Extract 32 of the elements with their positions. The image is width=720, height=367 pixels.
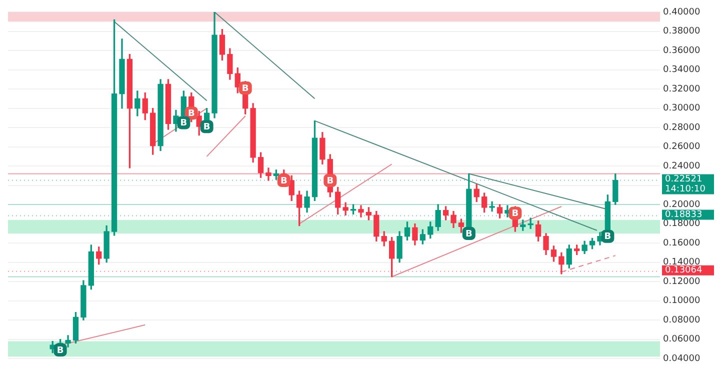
data-label: B xyxy=(326,176,334,186)
y-tick-label: 0.04000 xyxy=(663,354,700,364)
candlestick xyxy=(266,168,272,181)
y-tick-label: 0.36000 xyxy=(663,46,700,56)
data-label: B xyxy=(465,229,472,240)
y-tick-label: 0.28000 xyxy=(663,122,700,133)
y-tick-label: 0.32000 xyxy=(663,84,700,94)
y-tick-label: 0.30000 xyxy=(663,104,700,114)
ref-line-label: 0.22521 14:10:10 xyxy=(665,174,706,195)
y-tick-label: 0.08000 xyxy=(663,315,700,326)
y-tick-label: 0.26000 xyxy=(663,142,700,152)
y-tick-label: 0.24000 xyxy=(663,161,700,172)
data-label: B xyxy=(188,108,195,119)
y-tick-label: 0.06000 xyxy=(663,334,700,345)
y-tick-label: 0.38000 xyxy=(663,26,700,37)
ref-line-label: 0.13064 xyxy=(665,266,702,276)
y-tick-label: 0.12000 xyxy=(663,276,700,287)
data-label: B xyxy=(56,346,64,356)
y-tick-label: 0.18000 xyxy=(663,219,700,230)
data-label: B xyxy=(180,118,188,129)
data-label: B xyxy=(512,209,519,220)
y-tick-label: 0.40000 xyxy=(663,7,700,18)
y-tick-label: 0.16000 xyxy=(663,238,700,248)
ref-line-label: 0.18833 xyxy=(665,210,702,220)
data-label: B xyxy=(242,84,249,94)
data-label: B xyxy=(280,176,288,186)
y-tick-label: 0.20000 xyxy=(663,200,700,210)
data-label: B xyxy=(203,122,210,132)
data-label: B xyxy=(604,232,612,242)
candlestick xyxy=(489,201,495,212)
y-tick-label: 0.10000 xyxy=(663,296,700,306)
y-tick-label: 0.34000 xyxy=(663,65,700,76)
